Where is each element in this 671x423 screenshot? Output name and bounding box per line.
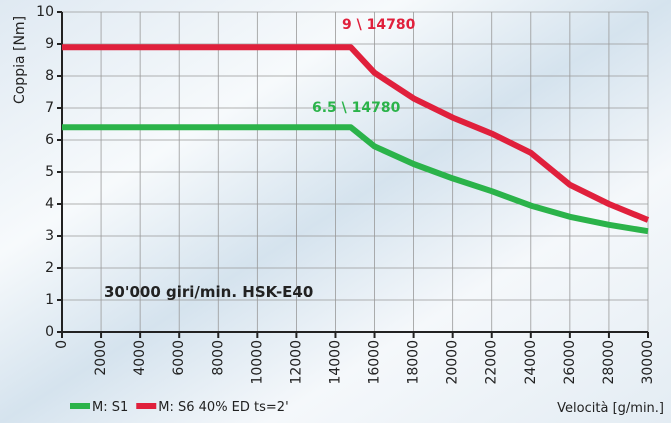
y-tick-label: 8 [45,68,54,84]
y-tick-label: 7 [45,100,54,116]
y-tick-label: 0 [45,324,54,340]
x-tick-label: 20000 [445,340,461,385]
x-tick-label: 26000 [562,340,578,385]
y-tick-label: 10 [36,4,54,20]
y-tick-label: 3 [45,228,54,244]
legend-swatch [70,403,90,409]
x-tick-label: 28000 [601,340,617,385]
x-tick-label: 24000 [523,340,539,385]
x-tick-label: 8000 [210,340,226,376]
legend-label: M: S1 [92,400,128,415]
legend-label: M: S6 40% ED ts=2' [158,400,288,415]
annotation: 30'000 giri/min. HSK-E40 [104,283,313,301]
x-tick-label: 22000 [484,340,500,385]
y-tick-label: 2 [45,260,54,276]
y-axis-label: Coppia [Nm] [12,16,28,104]
y-tick-label: 6 [45,132,54,148]
y-tick-label: 9 [45,36,54,52]
x-tick-label: 2000 [93,340,109,376]
x-tick-label: 30000 [640,340,656,385]
line-series [62,124,649,235]
x-tick-label: 4000 [132,340,148,376]
x-tick-label: 18000 [406,340,422,385]
y-tick-label: 4 [45,196,54,212]
x-axis-label: Velocità [g/min.] [557,401,664,416]
x-tick-label: 0 [54,340,70,349]
y-tick-label: 1 [45,292,54,308]
x-tick-label: 6000 [171,340,187,376]
annotation: 6.5 \ 14780 [312,100,401,116]
x-tick-label: 14000 [327,340,343,385]
x-tick-label: 10000 [249,340,265,385]
x-tick-label: 16000 [367,340,383,385]
y-tick-label: 5 [45,164,54,180]
legend-swatch [136,403,157,409]
x-tick-label: 12000 [288,340,304,385]
annotation: 9 \ 14780 [342,17,416,33]
line-series [62,44,650,223]
